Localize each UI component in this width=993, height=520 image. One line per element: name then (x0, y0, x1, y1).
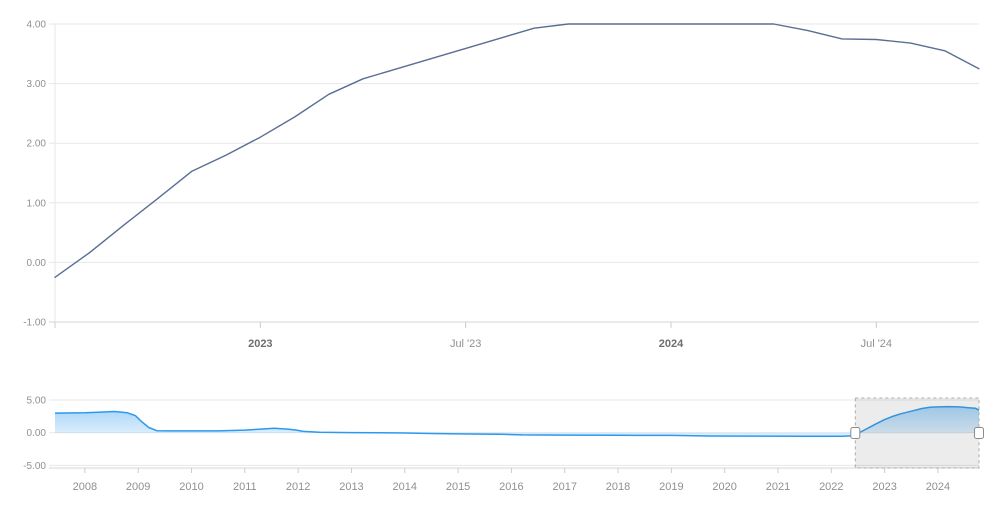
x-axis-label: Jul '24 (861, 338, 892, 350)
y-axis-label: 2.00 (27, 139, 47, 150)
nav-x-axis-label: 2015 (446, 481, 470, 493)
nav-area-line (54, 405, 980, 437)
navigator-selection (850, 397, 984, 469)
main-plot-area[interactable] (55, 10, 979, 322)
nav-x-axis-label: 2011 (233, 481, 257, 493)
y-axis-label: 0.00 (27, 258, 47, 269)
main-plot-area[interactable] (55, 10, 979, 322)
navigator-selected-range[interactable] (854, 397, 980, 469)
main-series (54, 23, 980, 278)
nav-y-axis-label: -5.00 (23, 461, 46, 472)
x-axis-label: Jul '23 (450, 338, 481, 350)
nav-y-axis-label: 0.00 (27, 428, 47, 439)
nav-x-axis-label: 2013 (339, 481, 363, 493)
x-axis-label: 2023 (248, 338, 272, 350)
nav-x-axis-label: 2017 (552, 481, 576, 493)
navigator-axis-labels: 5.00 0.00 -5.00 2008 2009 2010 2011 2012 2013 201… (23, 396, 950, 493)
nav-x-axis-label: 2018 (606, 481, 630, 493)
navigator-handle-left[interactable] (850, 427, 861, 439)
nav-x-axis-label: 2020 (712, 481, 736, 493)
rate-line-series (54, 23, 980, 278)
x-axis-label: 2024 (659, 338, 684, 350)
nav-x-axis-label: 2022 (819, 481, 843, 493)
nav-x-axis-label: 2024 (926, 481, 950, 493)
nav-x-axis-label: 2014 (393, 481, 417, 493)
nav-y-axis-label: 5.00 (27, 396, 47, 407)
y-axis-label: -1.00 (23, 318, 46, 329)
nav-x-axis-label: 2019 (659, 481, 683, 493)
nav-x-axis-label: 2021 (766, 481, 790, 493)
nav-x-axis-label: 2009 (126, 481, 150, 493)
navigator-series (54, 405, 980, 437)
y-axis-label: 4.00 (27, 20, 47, 31)
main-grid (49, 23, 979, 323)
nav-x-axis-label: 2008 (73, 481, 97, 493)
nav-x-axis-label: 2016 (499, 481, 523, 493)
nav-x-axis-label: 2023 (872, 481, 896, 493)
main-axis-labels: 4.00 3.00 2.00 1.00 0.00 -1.00 2023 Jul '23 2024… (23, 20, 892, 351)
navigator-handle-right[interactable] (974, 427, 984, 439)
nav-x-axis-label: 2010 (179, 481, 203, 493)
nav-x-axis-label: 2012 (286, 481, 310, 493)
y-axis-label: 1.00 (27, 198, 47, 209)
y-axis-label: 3.00 (27, 79, 47, 90)
